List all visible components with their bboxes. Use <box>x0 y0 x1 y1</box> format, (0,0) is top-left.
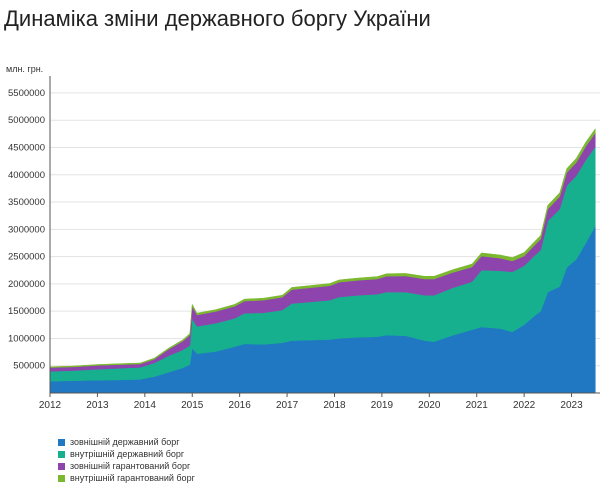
y-tick-label: 500000 <box>13 361 45 372</box>
x-tick-label: 2019 <box>371 400 394 411</box>
y-tick-labels: 500000 1000000 1500000 2000000 2500000 300000… <box>8 88 45 372</box>
x-tick-label: 2021 <box>466 400 489 411</box>
legend-item: зовнішній гарантований борг <box>58 460 195 472</box>
legend-label: внутрішній державний борг <box>70 449 185 459</box>
x-tick-label: 2012 <box>39 400 62 411</box>
legend-item: внутрішній гарантований борг <box>58 472 195 484</box>
legend: зовнішній державний борг внутрішній держа… <box>58 436 195 484</box>
legend-swatch <box>58 474 65 482</box>
y-tick-label: 2000000 <box>8 279 45 290</box>
x-tick-label: 2018 <box>323 400 346 411</box>
x-tick-label: 2020 <box>418 400 441 411</box>
legend-item: зовнішній державний борг <box>58 436 195 448</box>
y-tick-label: 2500000 <box>8 252 45 263</box>
y-tick-label: 4500000 <box>8 142 45 153</box>
legend-item: внутрішній державний борг <box>58 448 195 460</box>
x-tick-label: 2023 <box>560 400 583 411</box>
x-tick-label: 2014 <box>134 400 157 411</box>
legend-label: зовнішній державний борг <box>70 437 180 447</box>
x-tick-labels: 2012 2013 2014 2015 2016 2017 2018 2019 2020 2021… <box>39 400 583 411</box>
legend-swatch <box>58 438 65 446</box>
axes <box>49 76 600 397</box>
area-series <box>49 127 596 394</box>
legend-swatch <box>58 450 65 458</box>
legend-label: внутрішній гарантований борг <box>70 473 195 483</box>
y-tick-label: 4000000 <box>8 170 45 181</box>
y-tick-label: 1000000 <box>8 333 45 344</box>
area-внутрішній-гарантований-борг <box>49 127 596 368</box>
y-tick-label: 1500000 <box>8 306 45 317</box>
chart-title: Динаміка зміни державного боргу України <box>4 6 431 31</box>
legend-label: зовнішній гарантований борг <box>70 461 191 471</box>
y-tick-label: 5500000 <box>8 88 45 99</box>
x-tick-label: 2016 <box>229 400 252 411</box>
y-tick-label: 5000000 <box>8 115 45 126</box>
x-tick-label: 2013 <box>86 400 109 411</box>
x-tick-label: 2022 <box>513 400 536 411</box>
legend-swatch <box>58 462 65 470</box>
y-tick-label: 3000000 <box>8 224 45 235</box>
chart-area: млн. грн. 500000 1000000 1500000 2000000 250… <box>6 64 600 411</box>
x-tick-label: 2015 <box>181 400 204 411</box>
y-tick-label: 3500000 <box>8 197 45 208</box>
x-tick-label: 2017 <box>276 400 299 411</box>
y-axis-label: млн. грн. <box>6 64 43 74</box>
